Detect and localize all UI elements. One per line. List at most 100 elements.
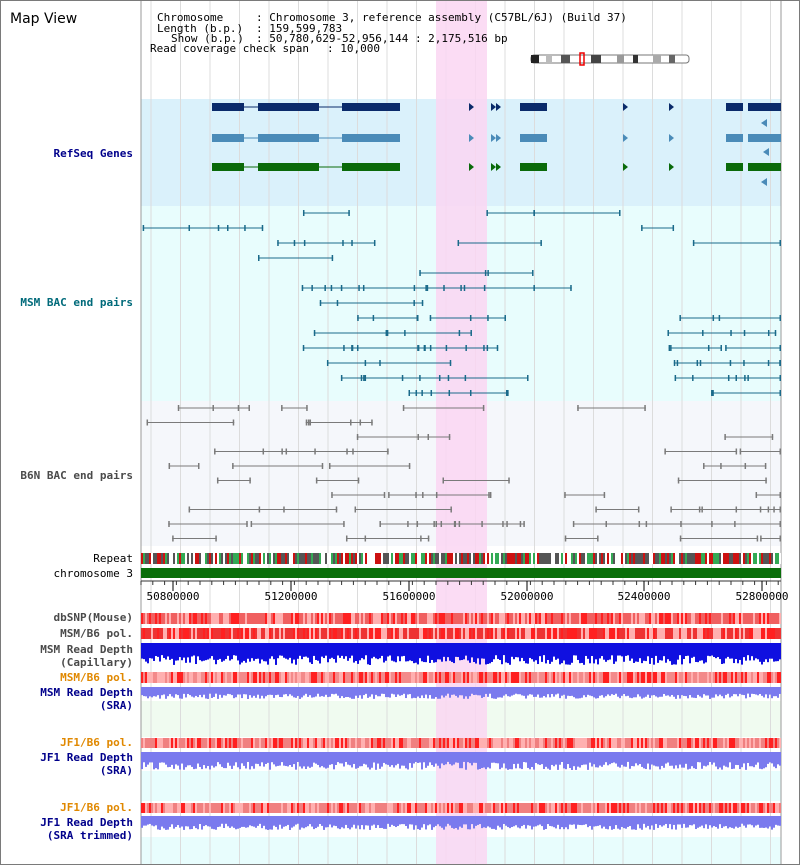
- read-depth-bar: [223, 816, 225, 828]
- read-depth-bar: [643, 752, 645, 769]
- polymorphism-cell: [421, 738, 423, 748]
- read-depth-bar: [711, 643, 713, 656]
- track-label-b6n-bac[interactable]: B6N BAC end pairs: [20, 469, 133, 482]
- read-depth-bar: [315, 643, 317, 660]
- polymorphism-cell: [639, 613, 641, 624]
- polymorphism-cell: [711, 628, 713, 639]
- read-depth-bar: [163, 752, 165, 763]
- polymorphism-cell: [371, 803, 373, 813]
- polymorphism-cell: [759, 738, 761, 748]
- polymorphism-cell: [605, 628, 607, 639]
- polymorphism-cell: [589, 613, 591, 624]
- polymorphism-cell: [345, 613, 347, 624]
- repeat-element: [381, 553, 383, 564]
- polymorphism-cell: [493, 672, 495, 683]
- repeat-element: [469, 553, 471, 564]
- track-label-refseq[interactable]: RefSeq Genes: [53, 147, 133, 160]
- read-depth-bar: [725, 643, 727, 659]
- read-depth-bar: [537, 816, 539, 826]
- polymorphism-cell: [709, 803, 711, 813]
- msm-bac-end: [692, 375, 694, 381]
- polymorphism-cell: [237, 803, 239, 813]
- read-depth-bar: [225, 687, 227, 696]
- polymorphism-cell: [215, 628, 217, 639]
- polymorphism-cell: [603, 803, 605, 813]
- polymorphism-cell: [419, 803, 421, 813]
- read-depth-bar: [375, 687, 377, 695]
- polymorphism-cell: [441, 672, 443, 683]
- polymorphism-cell: [279, 803, 281, 813]
- polymorphism-cell: [687, 672, 689, 683]
- polymorphism-cell: [377, 803, 379, 813]
- read-depth-bar: [177, 816, 179, 826]
- repeat-element: [167, 553, 169, 564]
- read-depth-bar: [321, 687, 323, 697]
- polymorphism-cell: [685, 672, 687, 683]
- read-depth-bar: [777, 687, 779, 698]
- repeat-element: [295, 553, 297, 564]
- read-depth-bar: [193, 816, 195, 827]
- polymorphism-cell: [279, 738, 281, 748]
- polymorphism-cell: [481, 738, 483, 748]
- polymorphism-cell: [407, 738, 409, 748]
- read-depth-bar: [439, 687, 441, 699]
- read-depth-bar: [589, 687, 591, 696]
- track-label-msm-bac[interactable]: MSM BAC end pairs: [20, 296, 133, 309]
- polymorphism-cell: [593, 628, 595, 639]
- polymorphism-cell: [497, 803, 499, 813]
- view-title: Map View: [10, 11, 78, 27]
- polymorphism-cell: [449, 672, 451, 683]
- read-depth-bar: [217, 752, 219, 763]
- polymorphism-cell: [235, 803, 237, 813]
- polymorphism-cell: [673, 803, 675, 813]
- read-depth-bar: [633, 687, 635, 698]
- read-depth-bar: [173, 752, 175, 769]
- read-depth-bar: [563, 816, 565, 830]
- read-depth-bar: [433, 816, 435, 828]
- polymorphism-cell: [723, 613, 725, 624]
- polymorphism-cell: [759, 803, 761, 813]
- read-depth-bar: [189, 816, 191, 830]
- repeat-element: [621, 553, 623, 564]
- polymorphism-cell: [721, 613, 723, 624]
- polymorphism-cell: [431, 803, 433, 813]
- polymorphism-cell: [647, 672, 649, 683]
- polymorphism-cell: [429, 613, 431, 624]
- read-depth-bar: [389, 752, 391, 767]
- polymorphism-cell: [505, 803, 507, 813]
- read-depth-bar: [217, 687, 219, 699]
- read-depth-bar: [339, 643, 341, 658]
- read-depth-bar: [735, 643, 737, 660]
- repeat-element: [731, 553, 733, 564]
- msm-bac-end: [725, 345, 727, 351]
- msm-bac-end: [674, 375, 677, 381]
- msm-bac-end: [720, 345, 722, 351]
- read-depth-bar: [629, 816, 631, 827]
- polymorphism-cell: [669, 628, 671, 639]
- polymorphism-cell: [487, 672, 489, 683]
- read-depth-bar: [219, 816, 221, 827]
- read-depth-bar: [497, 816, 499, 826]
- read-depth-bar: [751, 752, 753, 767]
- read-depth-bar: [405, 816, 407, 826]
- read-depth-bar: [235, 816, 237, 830]
- read-depth-bar: [685, 687, 687, 697]
- repeat-element: [699, 553, 701, 564]
- read-depth-bar: [729, 816, 731, 828]
- repeat-element: [421, 553, 423, 564]
- msm-bac-end: [301, 285, 304, 291]
- polymorphism-cell: [197, 672, 199, 683]
- polymorphism-cell: [777, 628, 779, 639]
- polymorphism-cell: [489, 672, 491, 683]
- polymorphism-cell: [253, 738, 255, 748]
- read-depth-bar: [383, 643, 385, 663]
- read-depth-bar: [345, 643, 347, 657]
- read-depth-bar: [293, 643, 295, 660]
- polymorphism-cell: [283, 613, 285, 624]
- polymorphism-cell: [723, 672, 725, 683]
- polymorphism-cell: [207, 738, 209, 748]
- read-depth-bar: [415, 752, 417, 762]
- read-depth-bar: [631, 643, 633, 659]
- b6n-bac-end: [698, 506, 701, 513]
